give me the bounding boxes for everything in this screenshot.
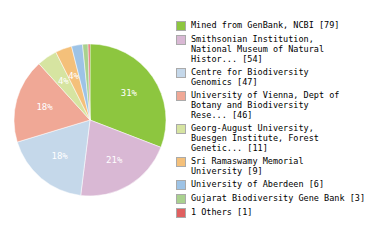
html-text:Georg-August University, Buesg: Georg-August University, Buesgen Institu… bbox=[191, 122, 319, 153]
html-text:1 Others [1]: 1 Others [1] bbox=[191, 206, 253, 217]
svg-text:4%: 4% bbox=[68, 71, 79, 81]
html-text:Smithsonian Institution, Natio: Smithsonian Institution, National Museum… bbox=[191, 33, 325, 64]
html-text:Gujarat Biodiversity Gene Bank: Gujarat Biodiversity Gene Bank [3] bbox=[191, 192, 365, 203]
html-text:University of Aberdeen [6]: University of Aberdeen [6] bbox=[191, 178, 325, 189]
html-text:Sri Ramaswamy Memorial Univers: Sri Ramaswamy Memorial University [9] bbox=[191, 155, 304, 176]
svg-text:21%: 21% bbox=[106, 155, 123, 165]
svg-text:4%: 4% bbox=[57, 76, 69, 87]
svg-text:31%: 31% bbox=[121, 88, 138, 98]
svg-text:18%: 18% bbox=[52, 151, 69, 161]
html-text:Mined from GenBank, NCBI [79]: Mined from GenBank, NCBI [79] bbox=[191, 19, 340, 30]
html-text:Centre for Biodiversity Genomi: Centre for Biodiversity Genomics [47] bbox=[191, 66, 309, 87]
svg-text:18%: 18% bbox=[36, 102, 53, 112]
html-text:University of Vienna, Dept of: University of Vienna, Dept of Botany and… bbox=[191, 89, 340, 120]
